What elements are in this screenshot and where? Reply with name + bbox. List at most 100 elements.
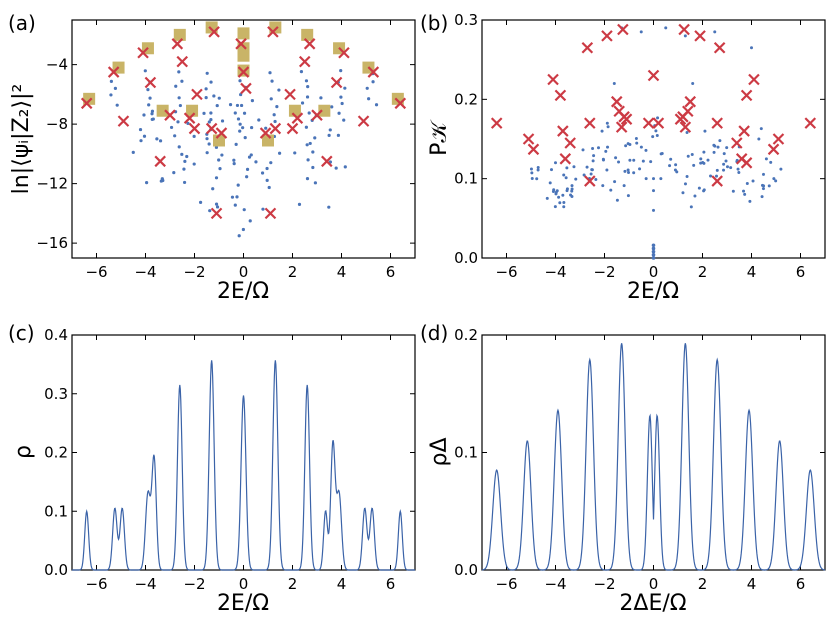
data-point — [722, 162, 726, 166]
cross-marker — [601, 30, 613, 42]
cross-marker — [615, 121, 628, 133]
data-point — [606, 125, 610, 129]
data-point — [585, 165, 589, 169]
data-point — [215, 103, 219, 108]
data-point — [751, 179, 755, 183]
data-point — [145, 181, 149, 185]
data-point — [337, 111, 341, 115]
data-point — [304, 125, 308, 129]
cross-marker — [559, 153, 572, 165]
data-point — [270, 79, 274, 83]
data-point — [612, 81, 616, 85]
cross-marker — [804, 117, 817, 129]
data-point — [178, 103, 182, 108]
data-point — [574, 177, 578, 181]
data-point — [234, 142, 238, 146]
panel-b-frame — [481, 19, 826, 259]
scar-state-marker — [301, 28, 314, 41]
cross-marker — [490, 117, 503, 129]
data-point — [299, 70, 304, 74]
data-point — [638, 167, 642, 171]
data-point — [177, 70, 181, 74]
data-point — [655, 134, 659, 138]
data-point — [668, 164, 672, 168]
data-point — [651, 249, 656, 254]
data-point — [311, 150, 315, 154]
data-point — [582, 173, 586, 177]
panel-d: (d) −6 −4 −2 0 2 4 6 0.0 0.1 0.2 2ΔE/Ω ρΔ — [420, 321, 826, 616]
data-point — [652, 189, 655, 193]
cross-marker — [394, 97, 407, 110]
panel-c-label: (c) — [8, 321, 35, 345]
data-point — [319, 96, 323, 100]
data-point — [293, 151, 297, 155]
data-point — [614, 156, 618, 160]
y-tick-label: −4 — [46, 56, 68, 74]
data-point — [109, 79, 113, 83]
data-point — [241, 126, 245, 130]
x-tick-label: 4 — [747, 575, 757, 593]
data-point — [601, 157, 605, 161]
cross-marker — [678, 23, 690, 36]
data-point — [713, 30, 717, 34]
data-point — [365, 86, 369, 90]
cross-marker — [137, 46, 149, 59]
data-point — [669, 157, 673, 161]
data-point — [311, 165, 315, 170]
data-point — [725, 146, 729, 150]
density-curve — [481, 343, 826, 571]
data-point — [207, 120, 211, 124]
data-point — [343, 165, 347, 169]
data-point — [683, 182, 687, 186]
y-tick-label: −16 — [36, 234, 68, 252]
data-point — [205, 71, 209, 75]
data-point — [564, 176, 568, 180]
data-point — [722, 168, 726, 172]
data-point — [209, 111, 213, 115]
data-point — [250, 99, 254, 103]
data-point — [202, 111, 206, 115]
data-point — [622, 184, 626, 188]
data-point — [275, 105, 279, 109]
x-tick-label: −2 — [593, 263, 615, 281]
data-point — [306, 85, 310, 89]
cross-marker — [210, 207, 223, 220]
data-point — [205, 151, 209, 155]
data-point — [535, 177, 539, 181]
data-point — [530, 176, 534, 180]
data-point — [146, 88, 150, 92]
data-point — [340, 101, 344, 106]
data-point — [651, 243, 656, 248]
data-point — [113, 86, 118, 90]
data-point — [716, 145, 720, 149]
x-tick-label: 2 — [698, 575, 708, 593]
data-point — [209, 118, 213, 122]
x-tick-label: 4 — [337, 263, 347, 281]
panel-a: (a) −6 −4 −2 0 2 4 6 −4 −8 −12 −16 2E/Ω ln|⟨ψᵢ|Z₂⟩… — [8, 11, 416, 304]
data-point — [238, 79, 242, 83]
data-point — [649, 160, 653, 164]
data-point — [177, 145, 181, 149]
cross-marker — [259, 127, 272, 139]
data-point — [601, 184, 605, 188]
cross-marker — [679, 121, 692, 133]
y-tick-label: 0.0 — [44, 561, 68, 579]
data-point — [779, 167, 783, 171]
x-tick-label: −2 — [183, 263, 205, 281]
x-tick-label: −6 — [85, 575, 107, 593]
x-tick-label: −6 — [85, 263, 107, 281]
data-point — [767, 184, 771, 188]
cross-marker — [171, 38, 184, 50]
cross-marker — [713, 41, 726, 54]
data-point — [692, 163, 696, 167]
x-tick-label: 6 — [796, 575, 806, 593]
data-point — [764, 157, 768, 161]
cross-marker — [711, 175, 723, 187]
data-point — [173, 134, 177, 138]
data-point — [236, 117, 241, 121]
x-tick-label: 0 — [649, 263, 659, 281]
cross-marker — [264, 207, 277, 220]
data-point — [278, 151, 282, 155]
data-point — [769, 160, 773, 164]
data-point — [277, 88, 281, 92]
